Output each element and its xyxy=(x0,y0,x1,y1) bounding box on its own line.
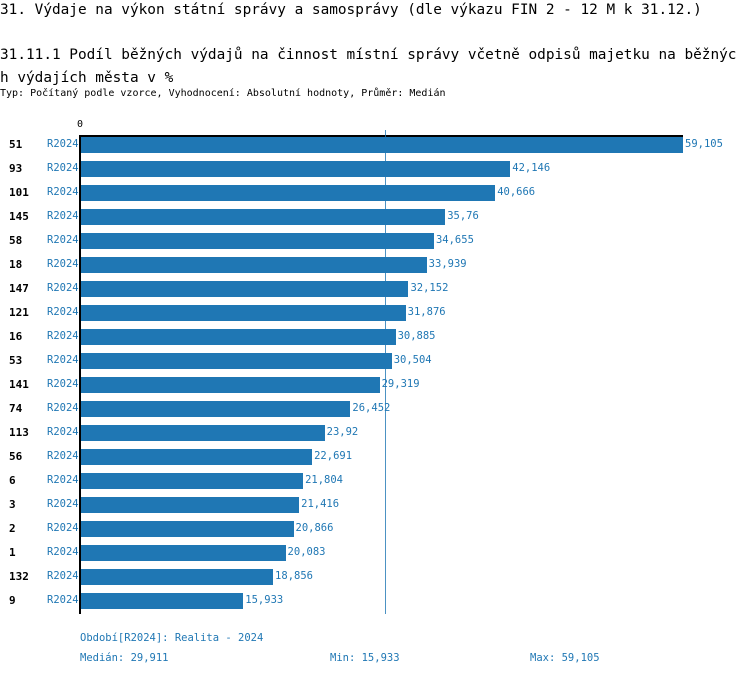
category-label: 9 xyxy=(9,594,16,607)
bar xyxy=(81,521,294,537)
bar xyxy=(81,473,304,489)
category-label: 53 xyxy=(9,354,23,367)
category-label: 18 xyxy=(9,258,23,271)
period-label: R2024 xyxy=(47,546,79,558)
category-label: 101 xyxy=(9,186,29,199)
max-stat: Max: 59,105 xyxy=(530,652,600,664)
bar xyxy=(81,257,427,273)
bar xyxy=(81,233,434,249)
bar xyxy=(81,425,325,441)
category-label: 93 xyxy=(9,162,23,175)
category-label: 58 xyxy=(9,234,23,247)
value-label: 40,666 xyxy=(497,186,536,198)
value-label: 33,939 xyxy=(428,258,467,270)
bar xyxy=(81,401,351,417)
median-line xyxy=(384,130,386,614)
period-label: R2024 xyxy=(47,234,79,246)
axis-zero-label: 0 xyxy=(77,119,84,130)
period-label: R2024 xyxy=(47,498,79,510)
bar xyxy=(81,209,446,225)
value-label: 22,691 xyxy=(314,450,353,462)
bar xyxy=(81,377,380,393)
value-label: 32,152 xyxy=(410,282,449,294)
value-label: 23,92 xyxy=(326,426,359,438)
bar xyxy=(81,449,313,465)
bar xyxy=(81,593,244,609)
category-label: 1 xyxy=(9,546,16,559)
category-label: 145 xyxy=(9,210,29,223)
bar xyxy=(81,497,300,513)
category-label: 16 xyxy=(9,330,23,343)
value-label: 59,105 xyxy=(685,138,723,150)
period-legend: Období[R2024]: Realita - 2024 xyxy=(80,632,264,644)
category-label: 2 xyxy=(9,522,16,535)
min-stat: Min: 15,933 xyxy=(330,652,400,664)
value-label: 29,319 xyxy=(381,378,420,390)
period-label: R2024 xyxy=(47,258,79,270)
period-label: R2024 xyxy=(47,306,79,318)
value-label: 21,804 xyxy=(305,474,344,486)
value-label: 15,933 xyxy=(245,594,284,606)
value-label: 20,083 xyxy=(287,546,326,558)
period-label: R2024 xyxy=(47,378,79,390)
section-title: 31. Výdaje na výkon státní správy a samo… xyxy=(0,2,702,18)
value-label: 26,452 xyxy=(352,402,391,414)
bar xyxy=(81,281,409,297)
category-label: 6 xyxy=(9,474,16,487)
period-label: R2024 xyxy=(47,282,79,294)
period-label: R2024 xyxy=(47,570,79,582)
value-label: 42,146 xyxy=(512,162,551,174)
period-label: R2024 xyxy=(47,426,79,438)
period-label: R2024 xyxy=(47,354,79,366)
period-label: R2024 xyxy=(47,450,79,462)
category-label: 74 xyxy=(9,402,23,415)
chart-title: 31.11.1 Podíl běžných výdajů na činnost … xyxy=(0,47,737,86)
value-label: 31,876 xyxy=(407,306,446,318)
value-label: 21,416 xyxy=(301,498,340,510)
period-label: R2024 xyxy=(47,210,79,222)
bar xyxy=(81,161,511,177)
bar xyxy=(81,329,396,345)
period-label: R2024 xyxy=(47,330,79,342)
period-label: R2024 xyxy=(47,594,79,606)
category-label: 3 xyxy=(9,498,16,511)
bar xyxy=(81,185,496,201)
x-axis xyxy=(79,135,683,137)
period-label: R2024 xyxy=(47,522,79,534)
category-label: 56 xyxy=(9,450,23,463)
y-axis xyxy=(79,136,81,614)
chart-meta: Typ: Počítaný podle vzorce, Vyhodnocení:… xyxy=(0,88,446,99)
bar xyxy=(81,353,392,369)
category-label: 113 xyxy=(9,426,29,439)
period-label: R2024 xyxy=(47,186,79,198)
period-label: R2024 xyxy=(47,402,79,414)
period-label: R2024 xyxy=(47,474,79,486)
period-label: R2024 xyxy=(47,138,79,150)
bar xyxy=(81,545,286,561)
value-label: 20,866 xyxy=(295,522,334,534)
category-label: 132 xyxy=(9,570,29,583)
bar xyxy=(81,305,406,321)
period-label: R2024 xyxy=(47,162,79,174)
category-label: 121 xyxy=(9,306,29,319)
median-stat: Medián: 29,911 xyxy=(80,652,169,664)
value-label: 30,885 xyxy=(397,330,436,342)
bar xyxy=(81,137,683,153)
value-label: 18,856 xyxy=(275,570,313,582)
category-label: 51 xyxy=(9,138,23,151)
bar xyxy=(81,569,274,585)
category-label: 141 xyxy=(9,378,29,391)
value-label: 35,76 xyxy=(447,210,479,222)
value-label: 34,655 xyxy=(435,234,474,246)
category-label: 147 xyxy=(9,282,29,295)
value-label: 30,504 xyxy=(393,354,432,366)
